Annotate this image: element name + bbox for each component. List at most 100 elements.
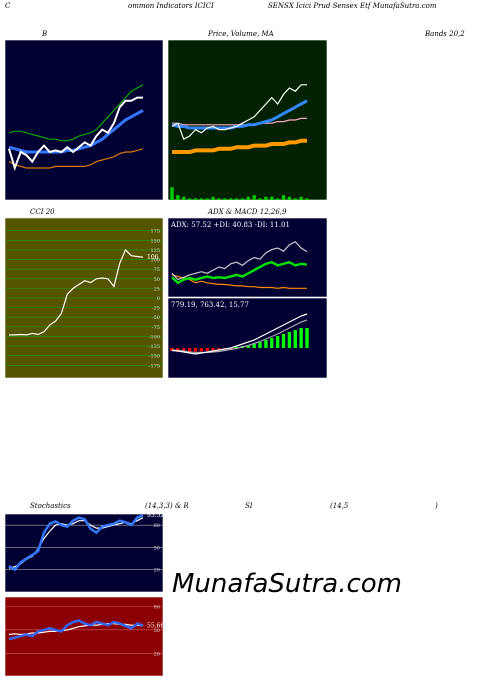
- bar: [246, 345, 250, 348]
- series-line: [8, 619, 144, 641]
- y-tick-label: -100: [149, 334, 160, 340]
- value-label: 55.66: [147, 622, 164, 629]
- row-label: ): [434, 502, 438, 510]
- header-text: C: [5, 2, 11, 10]
- bar: [252, 344, 256, 348]
- row-label: (14,3,3) & R: [145, 502, 189, 510]
- bar: [275, 336, 280, 348]
- y-tick-label: 150: [150, 238, 160, 244]
- y-tick-label: 20: [154, 651, 160, 657]
- panel: [4, 39, 164, 201]
- y-tick-label: 80: [154, 604, 160, 610]
- bar: [258, 198, 262, 200]
- header-text: SENSX Icici Prud Sensex Etf MunafaSutra.…: [268, 2, 437, 10]
- bar: [293, 198, 297, 200]
- panel: [167, 217, 328, 298]
- y-tick-label: -50: [152, 315, 160, 321]
- series-line: [171, 84, 307, 141]
- y-tick-label: 50: [154, 545, 160, 551]
- bar: [287, 196, 292, 200]
- bar: [258, 342, 262, 348]
- bar: [264, 196, 268, 200]
- bar: [275, 198, 280, 200]
- y-tick-label: -75: [152, 325, 160, 331]
- bar: [170, 348, 174, 351]
- y-tick-label: 50: [154, 628, 160, 634]
- bar: [229, 198, 233, 200]
- bar: [270, 338, 274, 348]
- y-tick-label: -125: [149, 344, 160, 350]
- panel: [4, 513, 164, 593]
- bar: [176, 195, 180, 200]
- series-line: [171, 274, 307, 289]
- series-line: [8, 148, 144, 169]
- value-label: 106: [147, 254, 159, 261]
- bar: [205, 198, 209, 200]
- series-line: [8, 96, 143, 172]
- y-tick-label: -25: [152, 306, 160, 312]
- header-text: ommon Indicators ICICI: [128, 2, 214, 10]
- bar: [182, 348, 186, 352]
- bar: [199, 198, 204, 200]
- bar: [252, 195, 256, 200]
- bar: [305, 328, 309, 348]
- series-line: [9, 248, 144, 336]
- y-tick-label: 50: [154, 277, 160, 283]
- annotation: ADX: 57.52 +DI: 40.83 -DI: 11.01: [170, 221, 290, 229]
- bar: [270, 196, 274, 200]
- panel: [167, 297, 328, 379]
- bar: [299, 196, 303, 200]
- series-line: [171, 313, 308, 355]
- row-label: Stochastics: [30, 502, 71, 510]
- bar: [281, 195, 286, 200]
- y-tick-label: 20: [154, 568, 160, 574]
- bar: [193, 348, 198, 352]
- bar: [182, 196, 186, 200]
- row-label: ADX & MACD 12,26,9: [207, 208, 287, 216]
- bar: [293, 330, 297, 348]
- row-label: (14,5: [330, 502, 349, 510]
- watermark: MunafaSutra.com: [172, 569, 402, 599]
- bar: [223, 198, 227, 200]
- bar: [199, 348, 204, 352]
- y-tick-label: 80: [154, 523, 160, 529]
- row-label: Bands 20,2: [424, 30, 465, 38]
- bar: [211, 196, 215, 200]
- value-label: 93.52: [147, 512, 164, 519]
- bar: [234, 198, 239, 200]
- y-tick-label: 175: [150, 229, 160, 235]
- bar: [205, 348, 209, 351]
- bar: [234, 347, 239, 348]
- y-tick-label: -175: [149, 363, 160, 369]
- bar: [187, 198, 192, 200]
- series-line: [8, 84, 144, 142]
- row-label: B: [41, 30, 47, 38]
- series-line: [171, 319, 308, 354]
- y-tick-label: 0: [157, 296, 160, 302]
- panel: [4, 596, 164, 677]
- y-tick-label: 100: [150, 258, 160, 264]
- series-line: [171, 99, 308, 130]
- bar: [193, 198, 198, 200]
- series-line: [8, 513, 144, 572]
- bar: [299, 328, 303, 348]
- bar: [187, 348, 192, 352]
- row-label: Price, Volume, MA: [207, 30, 274, 38]
- bar: [217, 348, 221, 350]
- annotation: 779.19, 763.42, 15.77: [171, 301, 249, 309]
- series-line: [171, 260, 308, 285]
- y-tick-label: -150: [149, 354, 160, 360]
- y-tick-label: 125: [150, 248, 160, 254]
- bar: [287, 332, 292, 348]
- bar: [264, 340, 268, 348]
- y-tick-label: 75: [154, 267, 160, 273]
- y-tick-label: 25: [154, 286, 160, 292]
- bar: [217, 198, 221, 200]
- bar: [211, 348, 215, 351]
- row-label: SI: [245, 502, 253, 510]
- bar: [305, 198, 309, 200]
- bar: [170, 187, 174, 200]
- series-line: [172, 138, 307, 154]
- bar: [246, 196, 250, 200]
